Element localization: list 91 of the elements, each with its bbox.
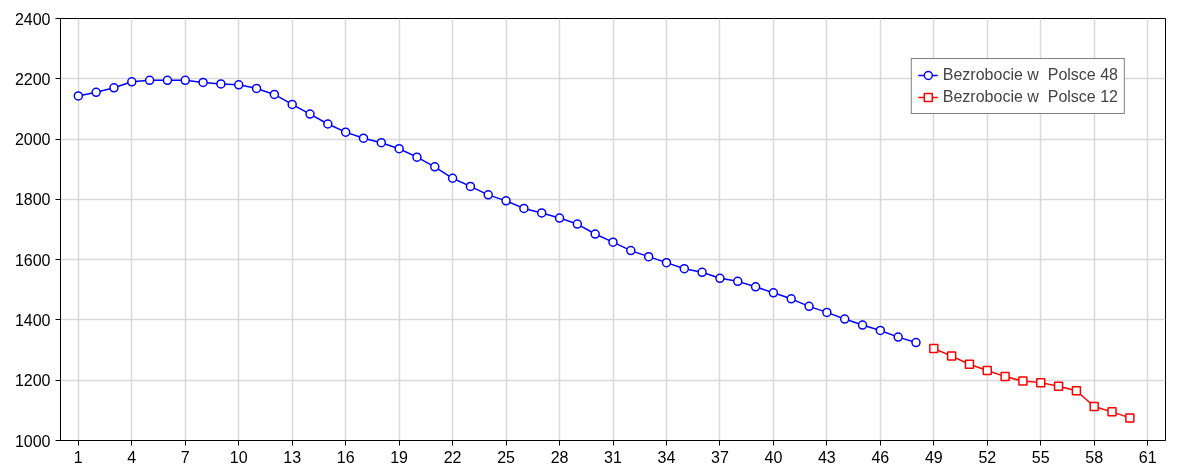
point [340,127,351,137]
point [412,152,422,162]
point [144,75,155,86]
point [251,83,262,94]
point [590,229,600,239]
point [323,119,333,129]
point [626,245,636,256]
point [697,267,707,278]
point [911,337,921,348]
point [91,87,101,98]
point [216,79,226,89]
point [804,301,814,312]
y-tick-label: 2200 [14,70,51,88]
x-tick-label: 25 [497,448,516,466]
y-tick-label: 1600 [14,251,51,269]
x-tick-label: 22 [443,448,462,466]
x-tick-label: 19 [390,448,409,466]
point [964,359,975,369]
point [465,181,476,192]
x-tick-label: 28 [550,448,569,466]
point [198,77,208,88]
x-tick-label: 37 [711,448,729,466]
point [733,276,743,287]
x-tick-label: 10 [229,448,248,466]
point [572,219,583,229]
x-tick-label: 61 [1138,448,1157,466]
point [430,162,440,172]
point [946,351,957,361]
point [233,80,244,90]
point [1018,376,1028,386]
point [1035,377,1046,388]
legend-label: Bezrobocie w Polsce 12 [942,88,1118,106]
point [269,89,280,100]
x-tick-label: 31 [604,448,622,466]
point [483,190,493,200]
point [822,307,832,318]
point [127,77,137,87]
point [376,137,387,148]
point [180,75,191,86]
x-tick-label: 46 [871,448,890,466]
point [73,91,84,101]
x-tick-label: 58 [1085,448,1104,466]
point [982,365,993,376]
point [394,143,404,154]
point [554,213,565,223]
x-tick-label: 16 [336,448,355,466]
y-tick-label: 2000 [14,131,51,149]
point [786,294,796,304]
y-tick-label: 1200 [14,372,51,390]
point [857,320,868,330]
x-tick-label: 49 [924,448,943,466]
y-tick-label: 1400 [14,311,51,329]
point [109,83,119,93]
x-tick-label: 1 [73,448,83,466]
point [1000,371,1010,382]
point [519,203,529,214]
point [447,173,458,183]
point [1071,386,1082,396]
point [501,196,511,206]
point [839,314,850,324]
y-tick-label: 1000 [14,432,51,450]
point [287,99,297,110]
point [1089,401,1099,412]
point [1125,413,1135,423]
point [679,263,690,274]
x-tick-label: 34 [657,448,676,466]
x-tick-label: 13 [283,448,302,466]
point [929,343,939,354]
x-tick-label: 52 [978,448,997,466]
y-tick-label: 1800 [14,191,51,209]
point [162,75,173,86]
point [715,273,725,284]
point [608,237,618,247]
point [661,257,672,268]
point [768,288,779,298]
x-tick-label: 43 [817,448,836,466]
point [305,109,315,119]
point [643,251,654,262]
x-tick-label: 40 [764,448,783,466]
x-tick-label: 55 [1031,448,1050,466]
point [750,282,761,292]
y-tick-label: 2400 [14,10,51,28]
point [893,332,903,342]
point [875,325,886,336]
point [358,133,369,143]
x-tick-label: 7 [180,448,190,466]
legend-label: Bezrobocie w Polsce 48 [942,66,1118,84]
point [1053,381,1064,391]
point [1107,407,1117,417]
x-tick-label: 4 [127,448,137,466]
point [536,208,547,218]
